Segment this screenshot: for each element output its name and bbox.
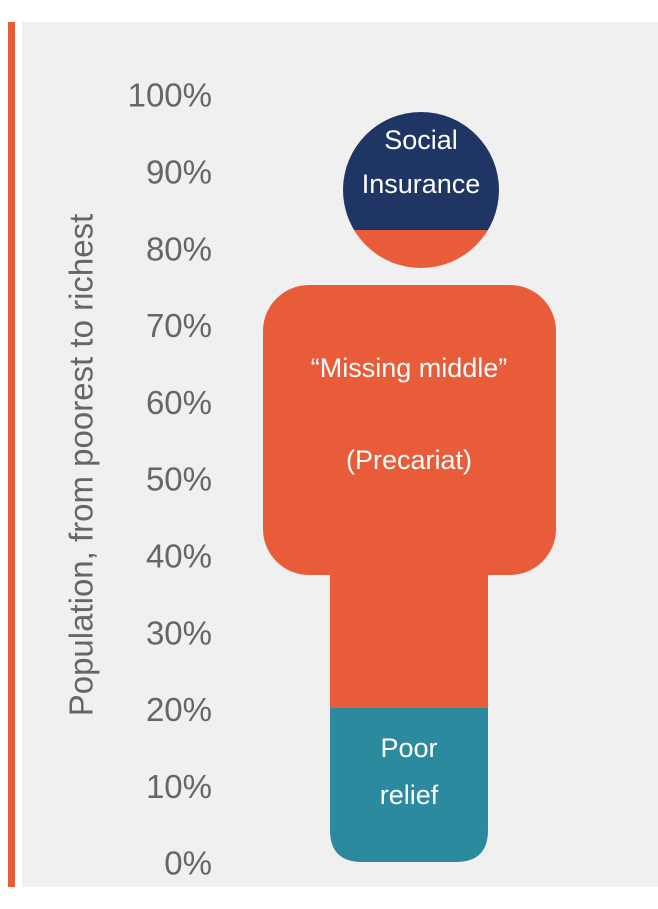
- tick-label: 80%: [146, 230, 212, 267]
- tick-label: 100%: [128, 77, 212, 114]
- accent-bar: [8, 22, 15, 887]
- tick-label: 50%: [146, 461, 212, 498]
- tick-label: 90%: [146, 154, 212, 191]
- segment-label: (Precariat): [346, 445, 472, 475]
- tick-label: 30%: [146, 614, 212, 651]
- tick-label: 10%: [146, 768, 212, 805]
- tick-labels: 100% 90% 80% 70% 60% 50% 40% 30% 20% 10% 0%: [128, 77, 212, 882]
- segment-label: relief: [380, 780, 439, 810]
- tick-label: 70%: [146, 307, 212, 344]
- segment-label: Insurance: [362, 169, 481, 199]
- segment-label: Social: [384, 125, 458, 155]
- axis-label: Population, from poorest to richest: [63, 214, 100, 717]
- torso: [330, 540, 488, 710]
- segment-label: “Missing middle”: [311, 353, 508, 383]
- tick-label: 40%: [146, 538, 212, 575]
- tick-label: 0%: [164, 845, 212, 882]
- body: [263, 285, 556, 575]
- segment-label: Poor: [380, 733, 437, 763]
- tick-label: 60%: [146, 384, 212, 421]
- legs: [330, 708, 488, 862]
- tick-label: 20%: [146, 691, 212, 728]
